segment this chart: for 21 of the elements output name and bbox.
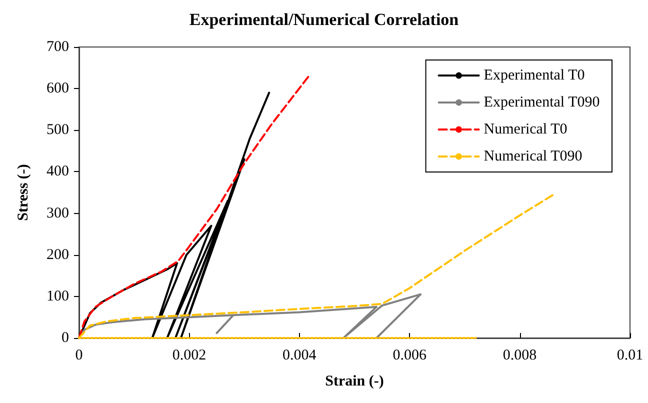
x-tick-label: 0.01 — [616, 348, 644, 364]
y-tick-label: 400 — [46, 164, 69, 180]
x-tick-label: 0 — [75, 348, 83, 364]
y-axis-title: Stress (-) — [16, 164, 32, 221]
legend-label: Experimental T0 — [484, 68, 585, 84]
legend-label: Numerical T0 — [484, 122, 568, 138]
y-tick-label: 600 — [46, 80, 69, 97]
y-tick-label: 300 — [46, 205, 69, 222]
y-tick-label: 700 — [46, 39, 69, 55]
chart-title: Experimental/Numerical Correlation — [189, 10, 460, 29]
y-tick-label: 200 — [46, 246, 69, 263]
legend-label: Numerical T090 — [484, 148, 582, 164]
x-axis-title: Strain (-) — [325, 374, 384, 390]
y-tick-label: 100 — [46, 288, 69, 304]
x-tick-label: 0.008 — [502, 348, 537, 364]
x-tick-label: 0.002 — [172, 348, 206, 364]
y-tick-label: 500 — [46, 122, 69, 138]
x-tick-label: 0.006 — [392, 348, 427, 364]
y-tick-label: 0 — [62, 330, 69, 346]
legend-label: Experimental T090 — [484, 94, 600, 110]
x-tick-label: 0.004 — [282, 348, 317, 364]
